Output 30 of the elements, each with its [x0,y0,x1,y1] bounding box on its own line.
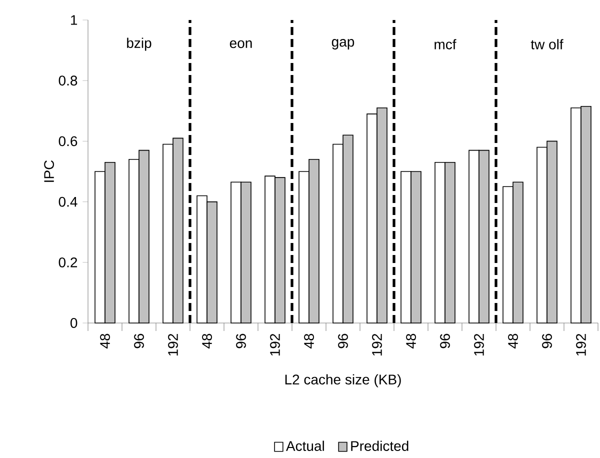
x-tick-label: 192 [576,334,586,356]
y-tick-label: 0.8 [58,76,78,86]
x-tick-label: 96 [236,334,246,348]
y-tick-label: 0.6 [58,136,78,146]
annotation: gap [332,38,354,50]
x-axis-title: L2 cache size (KB) [285,374,401,388]
x-tick-label: 192 [372,334,382,356]
annotation: mcf [434,38,456,50]
x-tick-label: 48 [508,334,518,348]
x-tick-label: 192 [474,334,484,356]
x-tick-label: 96 [542,334,552,348]
y-tick-label: 0.2 [58,257,78,268]
x-tick-label: 192 [168,334,178,356]
x-tick-label: 48 [406,334,416,348]
x-tick-label: 48 [304,334,314,348]
y-tick-label: 0 [70,318,78,328]
x-tick-label: 96 [134,334,144,348]
x-tick-label: 48 [100,334,110,348]
x-tick-label: 192 [270,334,280,356]
x-tick-label: 96 [338,334,348,348]
x-tick-label: 96 [440,334,450,348]
y-tick-label: 0.4 [58,196,78,207]
y-tick-label: 1 [71,15,78,25]
y-axis-title: IPC [44,160,54,182]
legend-label: Actual [286,440,324,451]
annotation: bzip [127,38,152,51]
annotation: eon [230,40,252,48]
annotation: tw olf [530,38,564,50]
x-tick-label: 48 [202,334,212,348]
legend-label: Predicted [351,440,408,451]
